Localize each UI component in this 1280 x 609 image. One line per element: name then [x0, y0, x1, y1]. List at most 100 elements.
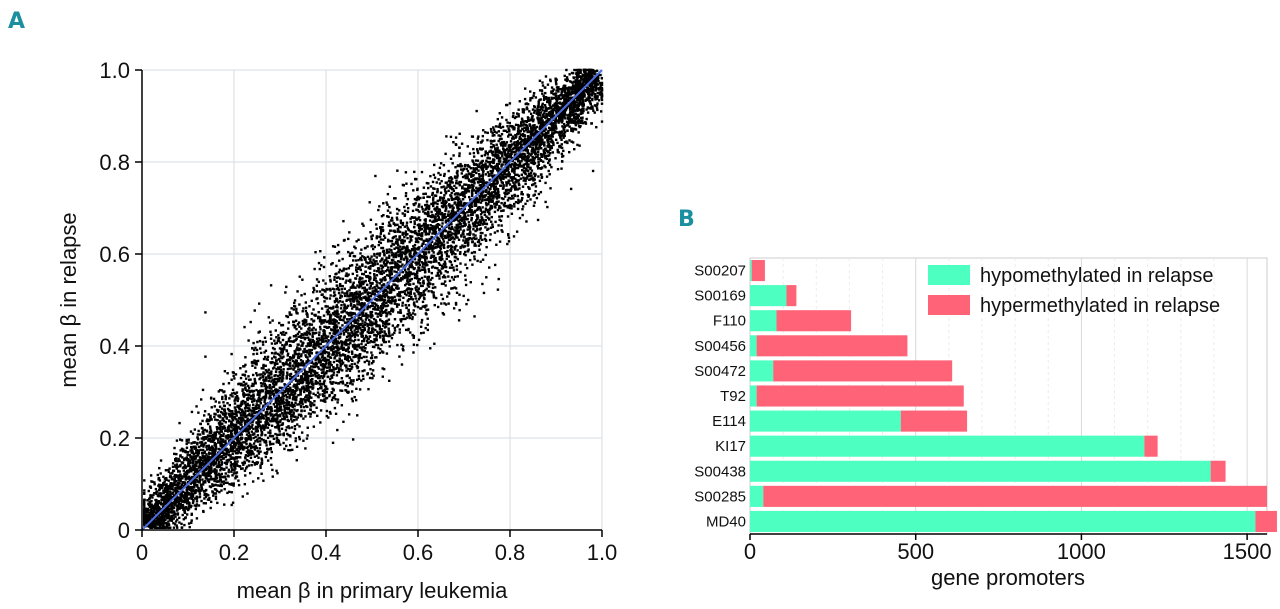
scatter-point	[264, 433, 267, 437]
scatter-point	[200, 443, 204, 446]
scatter-point	[360, 248, 363, 251]
scatter-point	[231, 457, 234, 460]
scatter-point	[473, 257, 476, 261]
scatter-point	[508, 183, 512, 186]
scatter-point	[410, 277, 413, 281]
scatter-point	[418, 218, 422, 222]
scatter-point	[226, 407, 230, 411]
scatter-point	[252, 396, 255, 400]
scatter-point	[281, 377, 285, 380]
scatter-point	[257, 450, 260, 453]
scatter-point	[231, 388, 235, 392]
scatter-point	[358, 283, 362, 286]
scatter-point	[220, 461, 224, 464]
scatter-point	[251, 451, 254, 454]
scatter-point	[260, 472, 263, 475]
scatter-point	[323, 319, 327, 322]
scatter-point	[520, 190, 523, 194]
scatter-point	[426, 186, 430, 190]
scatter-point	[561, 125, 564, 128]
scatter-point	[414, 294, 417, 298]
scatter-point	[500, 165, 503, 168]
scatter-point	[444, 262, 447, 265]
scatter-point	[322, 321, 325, 324]
scatter-point	[247, 389, 250, 392]
scatter-point	[528, 110, 531, 113]
scatter-point	[346, 381, 349, 385]
scatter-point	[247, 378, 251, 382]
scatter-point	[600, 82, 603, 85]
scatter-point	[299, 391, 302, 395]
scatter-point	[214, 488, 218, 491]
scatter-point	[429, 174, 432, 178]
scatter-point	[369, 331, 372, 334]
scatter-point	[445, 206, 448, 210]
scatter-point	[262, 404, 265, 407]
scatter-point	[329, 294, 332, 297]
scatter-point	[221, 438, 225, 441]
scatter-point	[484, 234, 487, 237]
scatter-point	[500, 209, 503, 213]
scatter-point	[222, 440, 226, 444]
scatter-point	[289, 409, 292, 412]
scatter-point	[447, 224, 451, 227]
scatter-point	[404, 328, 408, 332]
scatter-point	[323, 390, 326, 393]
scatter-point	[223, 427, 227, 430]
scatter-point	[282, 371, 285, 374]
scatter-point	[458, 203, 462, 207]
scatter-point	[533, 174, 537, 178]
scatter-point	[264, 455, 268, 459]
scatter-point	[534, 145, 538, 148]
scatter-point	[263, 414, 266, 417]
scatter-point	[209, 464, 213, 467]
scatter-point	[200, 465, 203, 469]
scatter-point	[273, 409, 277, 412]
scatter-point	[264, 421, 267, 424]
scatter-point	[455, 179, 458, 182]
scatter-point	[394, 262, 398, 265]
scatter-point	[506, 215, 510, 218]
scatter-point	[361, 331, 364, 334]
scatter-point	[534, 129, 537, 132]
scatter-point	[202, 414, 206, 417]
scatter-point	[284, 393, 288, 397]
scatter-point	[522, 176, 525, 179]
scatter-point	[517, 182, 520, 185]
scatter-point	[361, 314, 364, 318]
scatter-point	[557, 90, 560, 93]
scatter-point	[449, 227, 452, 231]
scatter-point	[595, 107, 599, 110]
scatter-point	[199, 422, 202, 425]
scatter-point	[381, 306, 385, 310]
scatter-point	[401, 247, 404, 251]
scatter-point	[254, 346, 257, 350]
scatter-point	[279, 443, 282, 446]
scatter-point	[475, 109, 478, 113]
scatter-point	[367, 328, 370, 331]
scatter-point	[462, 218, 465, 221]
scatter-point	[236, 460, 239, 463]
scatter-point	[175, 439, 179, 442]
scatter-point	[492, 167, 495, 171]
scatter-point	[473, 237, 477, 241]
scatter-point	[490, 220, 493, 223]
scatter-point	[231, 449, 234, 453]
scatter-point	[426, 195, 429, 198]
scatter-point	[510, 143, 514, 146]
scatter-point	[322, 265, 326, 269]
scatter-point	[283, 415, 286, 419]
scatter-point	[456, 230, 459, 233]
scatter-point	[412, 302, 416, 306]
scatter-point	[231, 412, 235, 416]
scatter-point	[278, 321, 281, 325]
scatter-point	[241, 388, 244, 391]
scatter-point	[253, 455, 257, 458]
scatter-point	[318, 333, 321, 337]
scatter-point	[486, 153, 489, 156]
scatter-point	[332, 353, 336, 356]
scatter-point	[186, 453, 189, 457]
scatter-point	[444, 181, 447, 184]
scatter-point	[225, 466, 228, 469]
scatter-point	[423, 304, 426, 308]
